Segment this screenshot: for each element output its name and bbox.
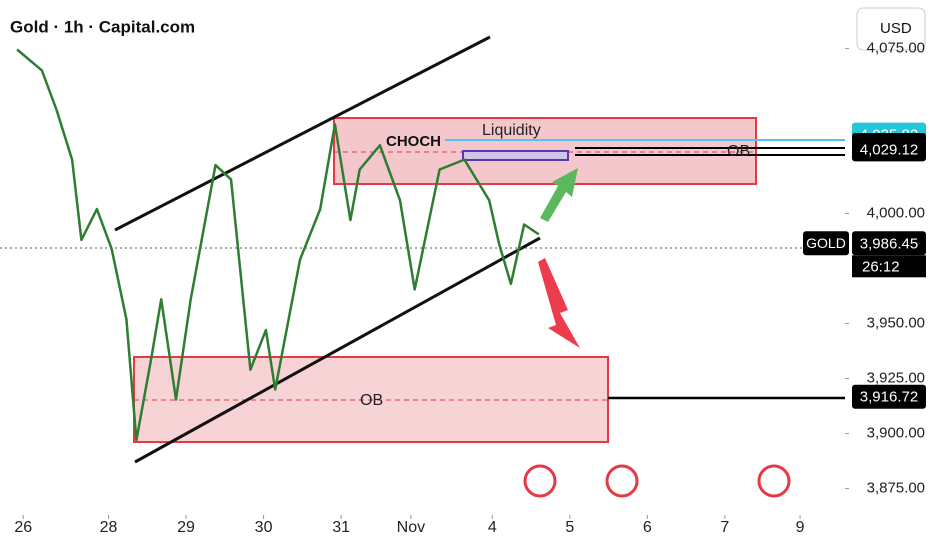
price-tag bbox=[852, 231, 926, 256]
x-tick-label: 29 bbox=[177, 519, 195, 536]
annotation: OB bbox=[360, 392, 383, 409]
x-tick-label: 26 bbox=[14, 519, 32, 536]
price-tag bbox=[852, 137, 926, 162]
x-tick-label: 9 bbox=[796, 519, 805, 536]
symbol-tag bbox=[803, 231, 849, 256]
annotation: Liquidity bbox=[482, 122, 541, 139]
x-tick-label: 5 bbox=[565, 519, 574, 536]
event-icon[interactable] bbox=[523, 464, 557, 498]
y-tick-label: 3,950.00 bbox=[867, 314, 925, 331]
y-tick-label: 3,875.00 bbox=[867, 480, 925, 497]
channel-line bbox=[134, 236, 541, 464]
y-tick-label: 3,925.00 bbox=[867, 370, 925, 387]
arrow-up bbox=[540, 168, 578, 222]
currency-label[interactable]: USD bbox=[880, 20, 912, 37]
arrow-down bbox=[538, 258, 580, 348]
x-tick-label: 31 bbox=[332, 519, 350, 536]
x-tick-label: 6 bbox=[643, 519, 652, 536]
countdown-tag bbox=[852, 255, 926, 278]
x-tick-label: Nov bbox=[397, 519, 425, 536]
price-tag-label: 3,916.72 bbox=[860, 389, 918, 406]
annotation: OB bbox=[727, 143, 750, 160]
price-tag-label: 4,029.12 bbox=[860, 141, 918, 158]
countdown-label: 26:12 bbox=[862, 258, 900, 275]
channel-line bbox=[114, 35, 491, 232]
x-tick-label: 28 bbox=[100, 519, 118, 536]
x-tick-label: 7 bbox=[720, 519, 729, 536]
event-icon[interactable] bbox=[757, 464, 791, 498]
liquidity-box bbox=[462, 150, 569, 161]
price-tag-label: 3,986.45 bbox=[860, 235, 918, 252]
y-tick-label: 4,000.00 bbox=[867, 204, 925, 221]
annotation: CHOCH bbox=[386, 133, 441, 150]
symbol-label: GOLD bbox=[806, 235, 846, 251]
currency-button[interactable] bbox=[856, 7, 926, 51]
price-tag bbox=[852, 384, 926, 409]
price-line bbox=[16, 48, 540, 442]
y-tick-label: 4,075.00 bbox=[867, 39, 925, 56]
x-tick-label: 4 bbox=[488, 519, 497, 536]
event-icon[interactable] bbox=[605, 464, 639, 498]
y-tick-label: 3,900.00 bbox=[867, 425, 925, 442]
x-tick-label: 30 bbox=[255, 519, 273, 536]
chart-title: Gold · 1h · Capital.com bbox=[10, 17, 195, 36]
